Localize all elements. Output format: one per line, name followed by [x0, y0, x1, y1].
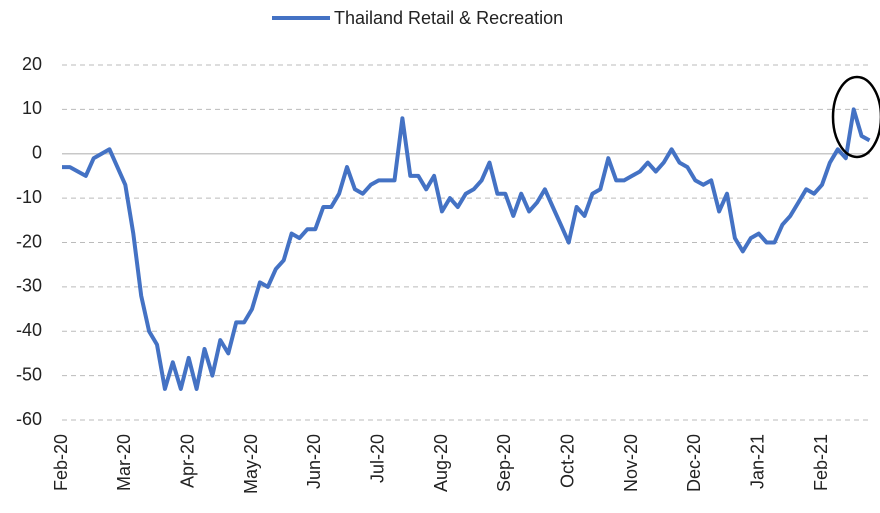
x-tick-label: Aug-20 [431, 434, 451, 492]
x-tick-label: Feb-20 [51, 434, 71, 491]
legend-label: Thailand Retail & Recreation [334, 8, 563, 28]
y-tick-label: -40 [16, 320, 42, 340]
y-tick-label: -30 [16, 276, 42, 296]
x-tick-label: Jun-20 [304, 434, 324, 489]
y-tick-label: 10 [22, 98, 42, 118]
x-tick-label: Mar-20 [114, 434, 134, 491]
y-tick-label: 20 [22, 54, 42, 74]
x-tick-label: Dec-20 [684, 434, 704, 492]
x-tick-label: Oct-20 [557, 434, 577, 488]
x-tick-label: Feb-21 [811, 434, 831, 491]
y-tick-label: -60 [16, 409, 42, 429]
x-tick-label: May-20 [241, 434, 261, 494]
y-tick-label: 0 [32, 143, 42, 163]
y-tick-label: -10 [16, 187, 42, 207]
x-tick-label: Apr-20 [177, 434, 197, 488]
x-tick-label: Nov-20 [621, 434, 641, 492]
x-tick-label: Jan-21 [747, 434, 767, 489]
y-tick-label: -50 [16, 364, 42, 384]
x-tick-label: Jul-20 [367, 434, 387, 483]
data-line [62, 107, 871, 391]
x-tick-label: Sep-20 [494, 434, 514, 492]
highlight-ellipse [831, 75, 880, 159]
y-tick-label: -20 [16, 231, 42, 251]
